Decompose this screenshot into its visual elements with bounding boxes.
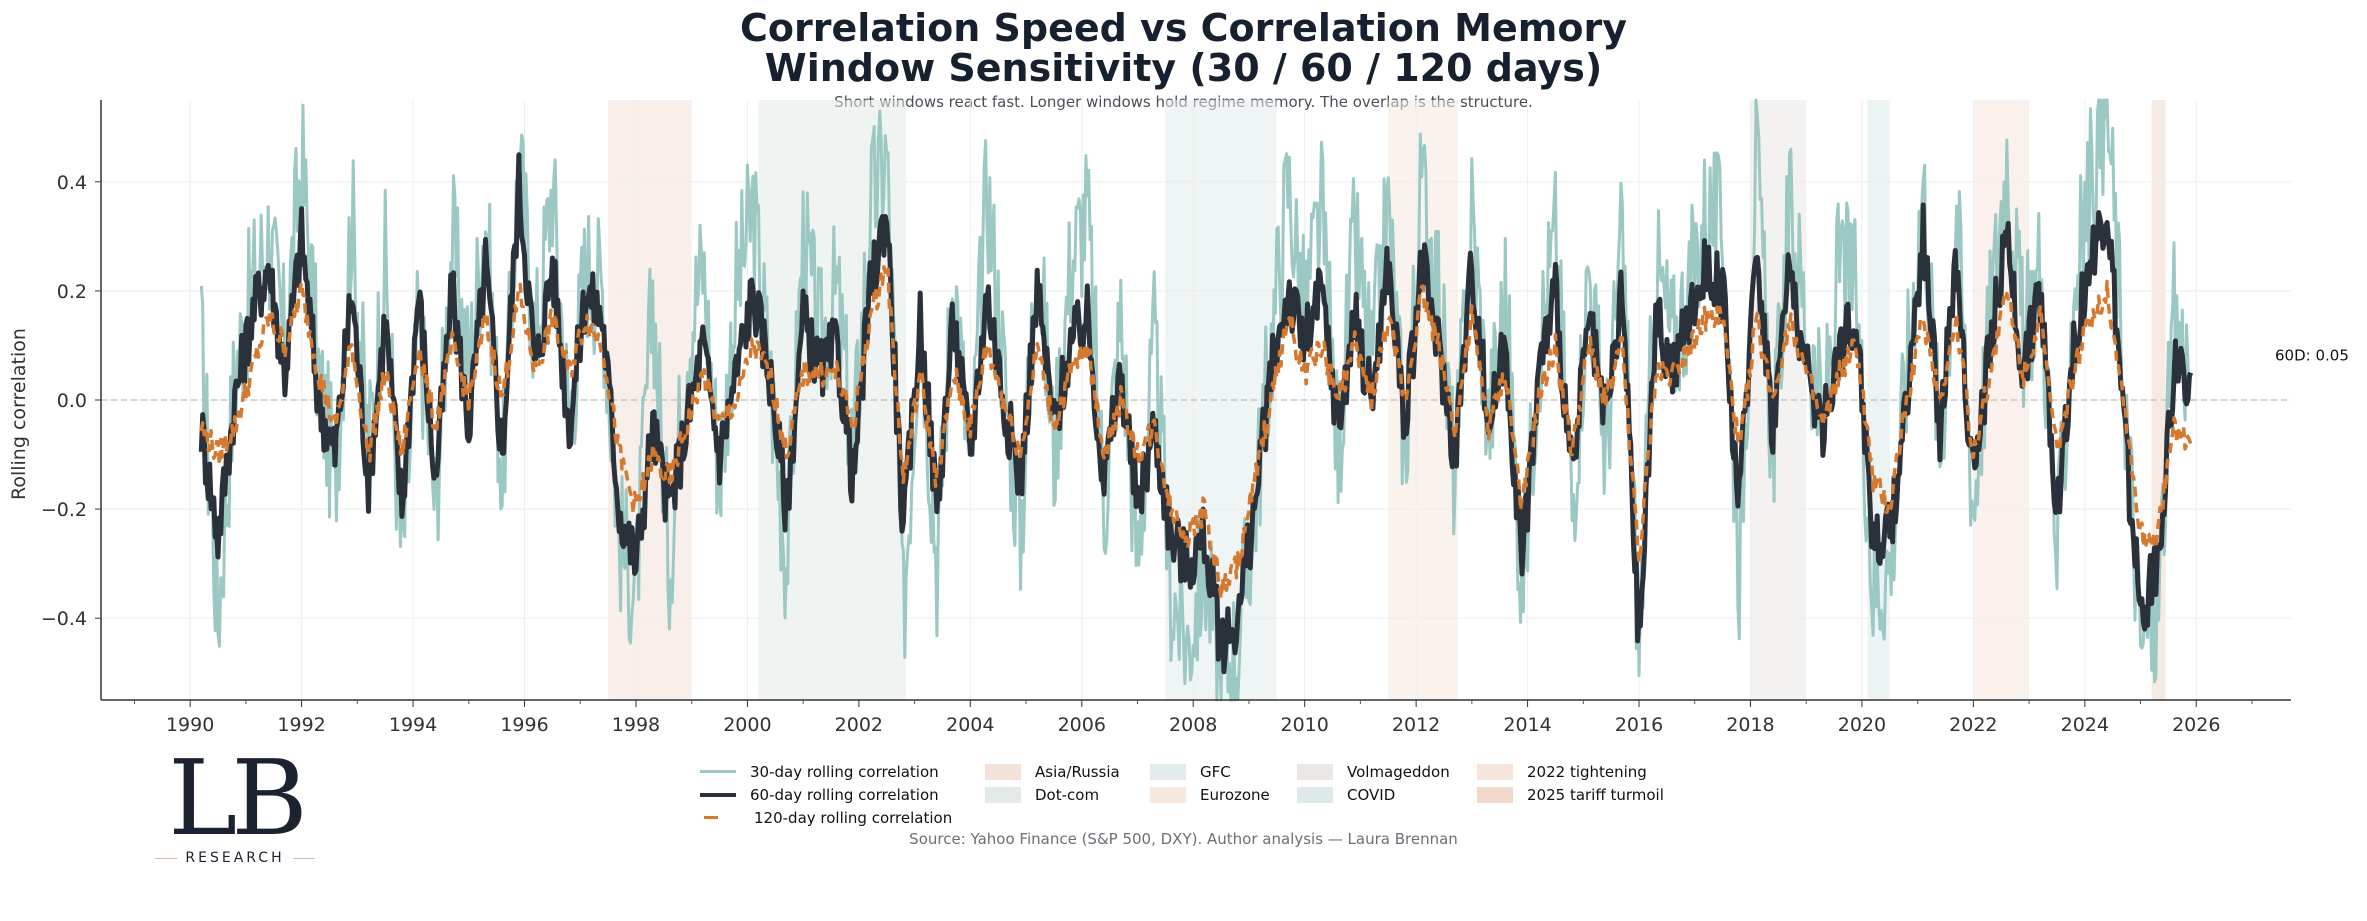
brand-logo: LB RESEARCH <box>155 737 315 866</box>
legend-swatch <box>985 786 1021 803</box>
x-tick-label: 2000 <box>723 714 771 736</box>
x-tick-label: 2002 <box>835 714 883 736</box>
legend-item-event: Asia/Russia <box>985 760 1120 783</box>
x-tick-label: 1994 <box>389 714 437 736</box>
y-tick-label: −0.4 <box>41 608 87 630</box>
chart-title-line-2: Window Sensitivity (30 / 60 / 120 days) <box>764 46 1603 90</box>
legend-label: 60-day rolling correlation <box>750 785 939 804</box>
x-tick-label: 2024 <box>2061 714 2109 736</box>
x-tick-label: 2010 <box>1280 714 1328 736</box>
legend-label: 30-day rolling correlation <box>750 762 939 781</box>
legend-item-30d: 30-day rolling correlation <box>700 760 952 783</box>
x-tick-label: 2014 <box>1503 714 1551 736</box>
y-tick-label: −0.2 <box>41 499 87 521</box>
legend-item-120d: 120-day rolling correlation <box>700 806 952 829</box>
legend-label: Eurozone <box>1200 785 1270 804</box>
chart-title-line-1: Correlation Speed vs Correlation Memory <box>740 6 1627 50</box>
legend-label: COVID <box>1347 785 1396 804</box>
series-line-60d <box>198 152 2194 675</box>
logo-mark: LB <box>168 737 308 859</box>
legend-item-event: COVID <box>1297 783 1450 806</box>
x-tick-label: 2006 <box>1058 714 1106 736</box>
legend-swatch <box>704 816 718 819</box>
x-tick-label: 2012 <box>1392 714 1440 736</box>
x-tick-label: 2018 <box>1726 714 1774 736</box>
legend-label: 2025 tariff turmoil <box>1527 785 1664 804</box>
logo-rule-left <box>155 857 178 859</box>
x-tick-label: 2004 <box>946 714 994 736</box>
legend-item-event: Dot-com <box>985 783 1120 806</box>
legend-swatch <box>985 763 1021 780</box>
legend-item-event: GFC <box>1150 760 1270 783</box>
legend-item-60d: 60-day rolling correlation <box>700 783 952 806</box>
y-tick-label: 0.4 <box>57 172 87 194</box>
logo-rule-right <box>292 857 315 859</box>
x-tick-label: 2022 <box>1949 714 1997 736</box>
x-tick-label: 1992 <box>277 714 325 736</box>
x-tick-label: 2008 <box>1169 714 1217 736</box>
legend-label: Dot-com <box>1035 785 1100 804</box>
source-note: Source: Yahoo Finance (S&P 500, DXY). Au… <box>909 830 1458 848</box>
series-line-30d <box>199 98 2193 702</box>
legend-swatch <box>1297 763 1333 780</box>
last-value-annotation: 60D: 0.05 <box>2275 347 2349 365</box>
x-tick-label: 1998 <box>612 714 660 736</box>
legend-item-event: 2022 tightening <box>1477 760 1664 783</box>
x-tick-label: 1996 <box>500 714 548 736</box>
legend-label: 120-day rolling correlation <box>754 808 953 827</box>
x-tick-label: 1990 <box>166 714 214 736</box>
series-line-120d <box>199 265 2193 601</box>
x-tick-label: 2020 <box>1838 714 1886 736</box>
legend-swatch <box>1477 763 1513 780</box>
legend-item-event: 2025 tariff turmoil <box>1477 783 1664 806</box>
y-tick-label: 0.0 <box>57 390 87 412</box>
legend-label: Asia/Russia <box>1035 762 1120 781</box>
legend-swatch <box>700 770 736 773</box>
logo-text: RESEARCH <box>185 850 285 866</box>
legend-label: Volmageddon <box>1347 762 1450 781</box>
legend-swatch <box>700 792 736 797</box>
legend-swatch <box>1150 763 1186 780</box>
y-axis-label: Rolling correlation <box>8 328 30 500</box>
y-tick-label: 0.2 <box>57 281 87 303</box>
legend-label: 2022 tightening <box>1527 762 1647 781</box>
legend-item-event: Volmageddon <box>1297 760 1450 783</box>
x-tick-label: 2026 <box>2172 714 2220 736</box>
legend-swatch <box>1150 786 1186 803</box>
legend-item-event: Eurozone <box>1150 783 1270 806</box>
legend-label: GFC <box>1200 762 1231 781</box>
legend-swatch <box>1477 786 1513 803</box>
legend-swatch <box>1297 786 1333 803</box>
x-tick-label: 2016 <box>1615 714 1663 736</box>
